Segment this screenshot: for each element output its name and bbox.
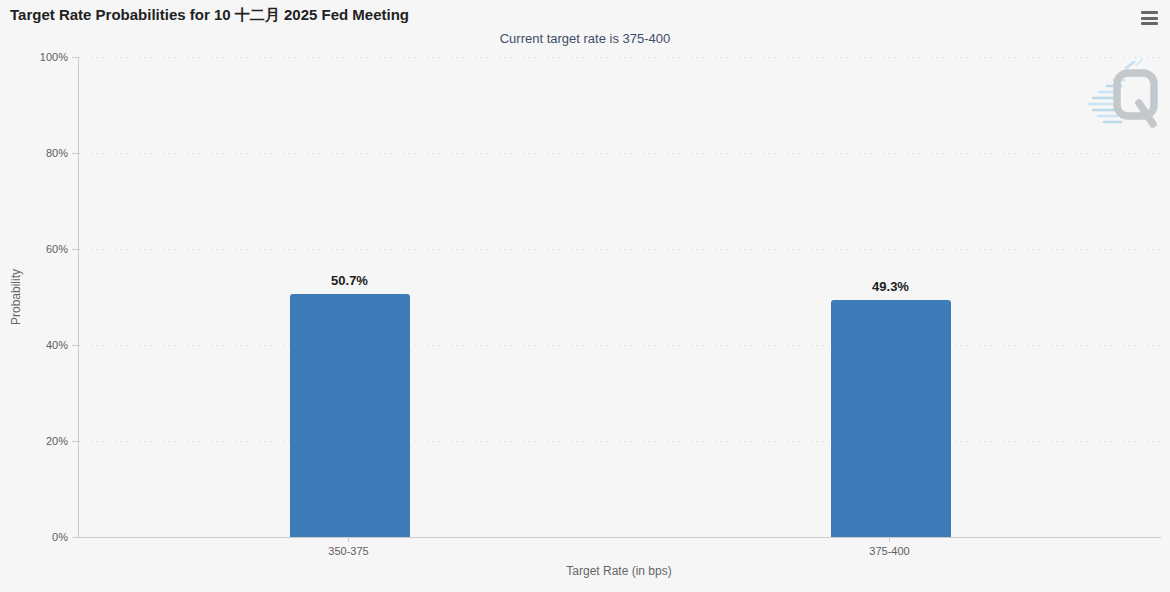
- probability-bar[interactable]: [831, 300, 951, 537]
- gridline: [79, 153, 1161, 154]
- context-menu-button[interactable]: [1138, 8, 1160, 28]
- y-axis-title: Probability: [9, 269, 23, 325]
- plot-area: 50.7% 49.3%: [78, 57, 1161, 538]
- y-axis-label: 60%: [46, 243, 68, 255]
- hamburger-icon: [1141, 11, 1158, 25]
- x-axis-tick: [889, 538, 890, 542]
- chart-subtitle: Current target rate is 375-400: [0, 31, 1170, 46]
- gridline: [79, 441, 1161, 442]
- y-axis-label: 100%: [40, 51, 68, 63]
- x-axis-title: Target Rate (in bps): [78, 564, 1160, 578]
- x-axis-label: 375-400: [830, 545, 950, 557]
- y-axis-label: 0%: [52, 531, 68, 543]
- q-logo-icon: [1086, 56, 1162, 142]
- bar-value-label: 49.3%: [801, 279, 981, 294]
- bar-value-label: 50.7%: [260, 273, 440, 288]
- x-axis: 350-375 375-400: [78, 538, 1160, 560]
- y-axis-label: 20%: [46, 435, 68, 447]
- probability-bar[interactable]: [290, 294, 410, 537]
- x-axis-label: 350-375: [289, 545, 409, 557]
- x-axis-tick: [348, 538, 349, 542]
- gridline: [79, 345, 1161, 346]
- chart-root: Target Rate Probabilities for 10 十二月 202…: [0, 0, 1170, 592]
- y-axis-label: 80%: [46, 147, 68, 159]
- chart-title: Target Rate Probabilities for 10 十二月 202…: [10, 6, 409, 25]
- gridline: [79, 249, 1161, 250]
- gridline: [79, 57, 1161, 58]
- y-axis-label: 40%: [46, 339, 68, 351]
